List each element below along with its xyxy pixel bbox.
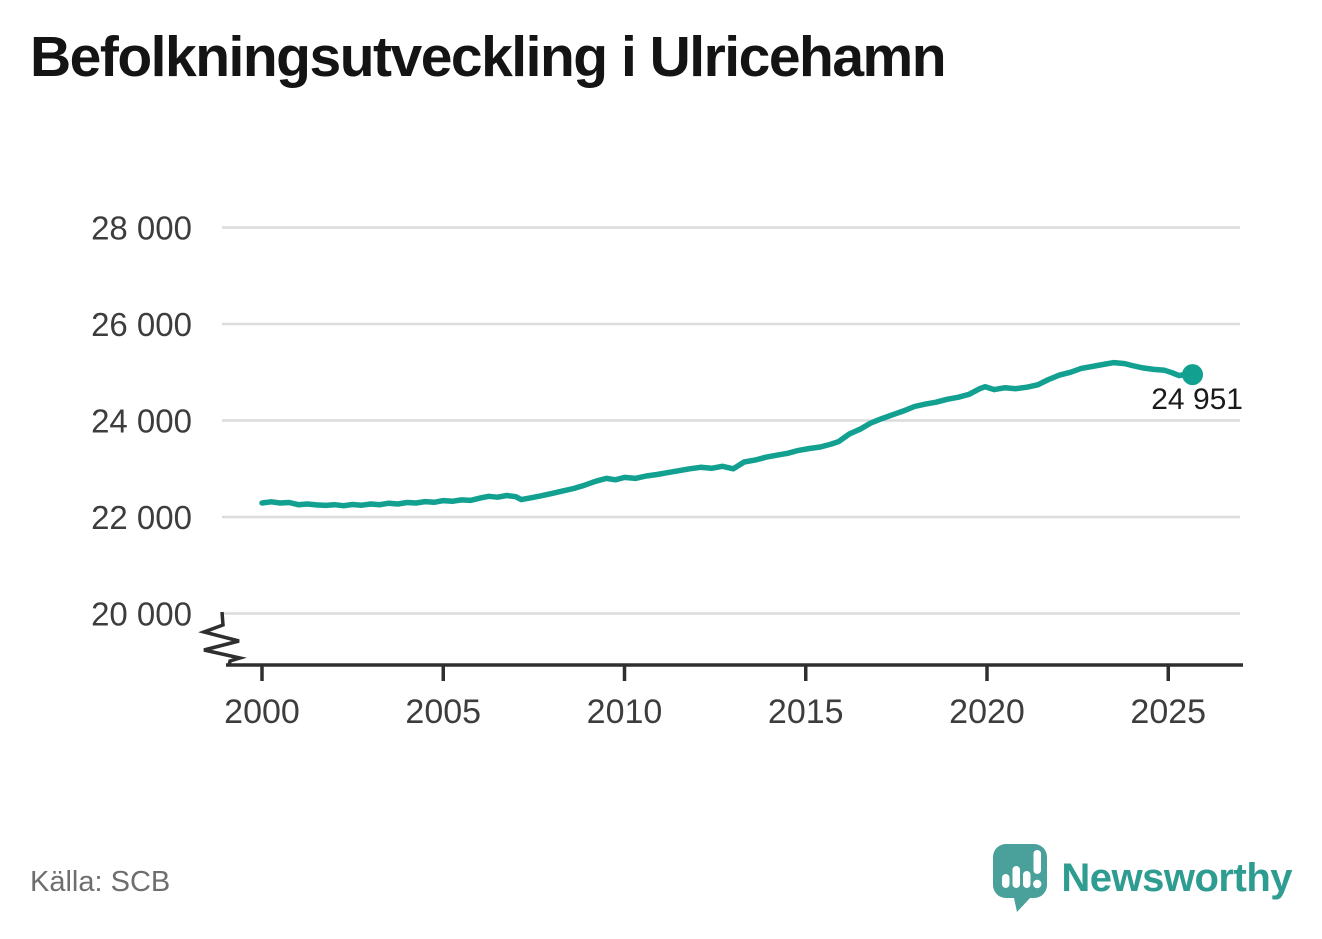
newsworthy-brand: Newsworthy: [992, 843, 1292, 913]
endpoint-value-label: 24 951: [1151, 383, 1243, 416]
y-tick-label: 20 000: [91, 596, 192, 633]
chart-title: Befolkningsutveckling i Ulricehamn: [30, 25, 947, 89]
x-tick-label: 2005: [405, 693, 481, 731]
source-label: Källa: SCB: [30, 866, 171, 898]
x-tick-label: 2025: [1130, 693, 1206, 731]
y-tick-label: 22 000: [91, 499, 192, 536]
y-tick-label: 28 000: [91, 210, 192, 247]
x-tick-label: 2015: [768, 693, 844, 731]
y-axis-break-icon: [198, 611, 247, 667]
y-tick-label: 26 000: [91, 306, 192, 343]
endpoint-dot: [1182, 364, 1204, 386]
newsworthy-logo-icon: [993, 844, 1048, 912]
y-tick-label: 24 000: [91, 403, 192, 440]
x-tick-label: 2020: [949, 693, 1025, 731]
x-tick-label: 2000: [224, 693, 300, 731]
x-tick-label: 2010: [587, 693, 663, 731]
brand-name: Newsworthy: [1061, 856, 1292, 900]
population-line: [259, 359, 1196, 509]
